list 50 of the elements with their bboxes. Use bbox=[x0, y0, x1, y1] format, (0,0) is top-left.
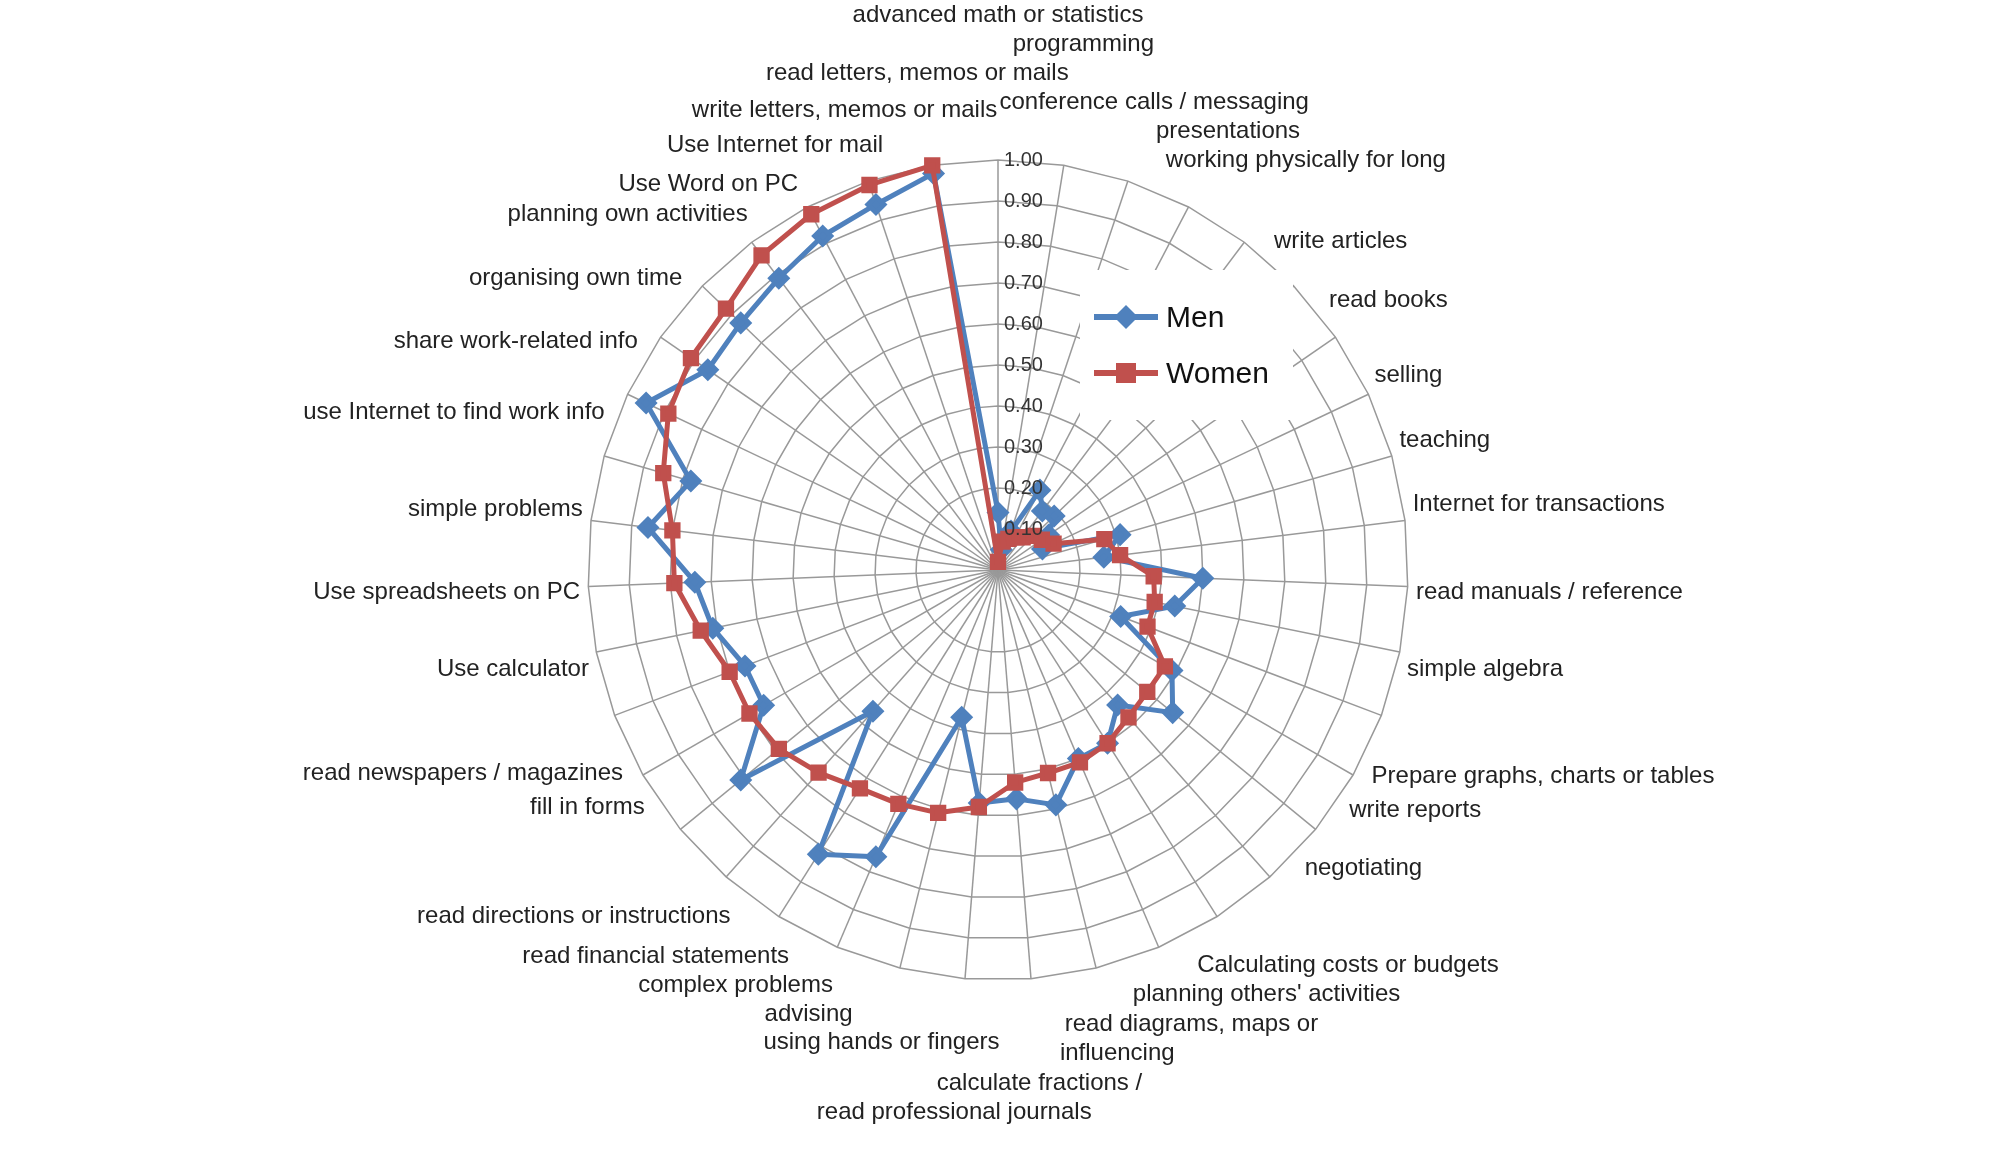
spoke-label: working physically for long bbox=[1164, 144, 1446, 172]
spoke-label: conference calls / messaging bbox=[999, 86, 1309, 114]
spoke-label: Use Word on PC bbox=[618, 169, 799, 197]
spoke-label: share work-related info bbox=[393, 325, 638, 353]
spoke-label: Prepare graphs, charts or tables bbox=[1371, 761, 1715, 789]
spoke-label: use Internet to find work info bbox=[303, 397, 605, 425]
spoke-label: Use Internet for mail bbox=[667, 129, 884, 157]
spoke-label: read books bbox=[1328, 285, 1448, 313]
spoke-label: teaching bbox=[1399, 425, 1491, 453]
spoke-label: read financial statements bbox=[522, 941, 790, 968]
spoke-label: read manuals / reference bbox=[1415, 576, 1683, 604]
y-tick-label: 1.00 bbox=[1004, 147, 1043, 170]
y-tick-label: 0.50 bbox=[1004, 352, 1043, 375]
spoke-label: organising own time bbox=[468, 263, 683, 291]
spoke-label: read directions or instructions bbox=[417, 900, 731, 928]
spoke-label: read letters, memos or mails bbox=[765, 58, 1069, 86]
spoke-label: presentations bbox=[1155, 116, 1301, 144]
spoke-label: programming bbox=[1012, 29, 1155, 57]
y-tick-label: 0.90 bbox=[1004, 188, 1043, 211]
y-tick-label: 0.80 bbox=[1004, 229, 1043, 252]
spoke-label: planning others' activities bbox=[1132, 979, 1401, 1007]
spoke-label: simple algebra bbox=[1406, 654, 1564, 682]
y-tick-label: 0.70 bbox=[1004, 270, 1043, 293]
spoke-label: Calculating costs or budgets bbox=[1197, 949, 1499, 977]
spoke-label: Use spreadsheets on PC bbox=[313, 576, 581, 604]
y-tick-label: 0.60 bbox=[1004, 311, 1043, 334]
y-tick-label: 0.10 bbox=[1004, 516, 1043, 539]
spoke-label: advanced math or statistics bbox=[852, 0, 1144, 27]
spoke-label: simple problems bbox=[408, 493, 583, 521]
spoke-label: complex problems bbox=[638, 969, 833, 997]
spoke-label: negotiating bbox=[1304, 852, 1423, 880]
y-tick-label: 0.40 bbox=[1004, 393, 1043, 416]
spoke-label: using hands or fingers bbox=[763, 1027, 1000, 1055]
legend-label: Women bbox=[1166, 356, 1269, 390]
spoke-label: read diagrams, maps or bbox=[1064, 1008, 1319, 1036]
spoke-label: write reports bbox=[1348, 795, 1482, 823]
legend-label: Men bbox=[1166, 300, 1225, 334]
spoke-label: calculate fractions / bbox=[936, 1068, 1143, 1096]
spoke-label: planning own activities bbox=[507, 198, 748, 226]
spoke-label: selling bbox=[1374, 359, 1443, 387]
spoke-label: write articles bbox=[1272, 225, 1408, 253]
y-tick-label: 0.30 bbox=[1004, 434, 1043, 457]
spoke-label: influencing bbox=[1059, 1038, 1175, 1066]
spoke-label: advising bbox=[764, 999, 853, 1027]
spoke-label: read professional journals bbox=[816, 1096, 1092, 1124]
spoke-label: Internet for transactions bbox=[1412, 488, 1665, 516]
spoke-label: read newspapers / magazines bbox=[302, 757, 623, 785]
spoke-label: write letters, memos or mails bbox=[690, 94, 998, 122]
spoke-label: Use calculator bbox=[436, 653, 589, 681]
spoke-label: fill in forms bbox=[530, 791, 645, 819]
